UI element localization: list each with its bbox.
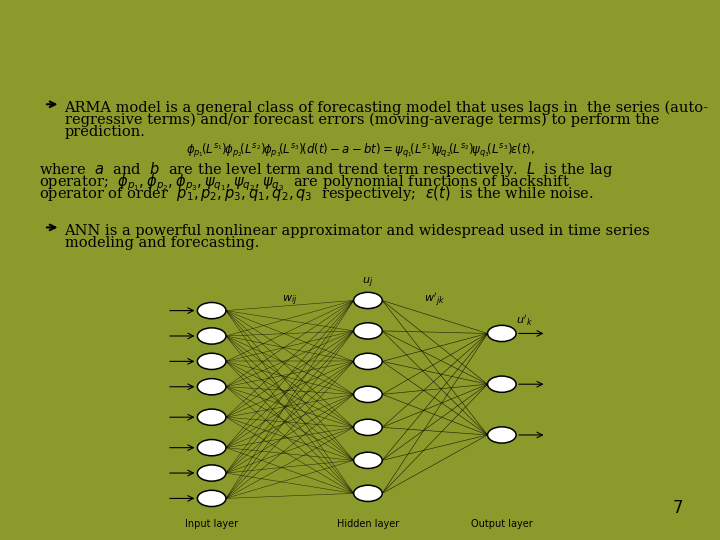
Circle shape: [197, 379, 226, 395]
Circle shape: [354, 292, 382, 308]
Text: □3. Autoregressive Moving-average (ARMA) Model: □3. Autoregressive Moving-average (ARMA)…: [28, 79, 505, 97]
Text: prediction.: prediction.: [65, 125, 145, 139]
Circle shape: [354, 485, 382, 502]
Circle shape: [354, 452, 382, 469]
Text: 7: 7: [672, 500, 683, 517]
Text: modeling and forecasting.: modeling and forecasting.: [65, 236, 259, 250]
Text: Input layer: Input layer: [185, 519, 238, 529]
Text: $w_{ij}$: $w_{ij}$: [282, 293, 297, 308]
Text: Hidden layer: Hidden layer: [337, 519, 399, 529]
Circle shape: [197, 353, 226, 369]
Text: $\phi_{p_1}\!\left(L^{s_1}\right)\!\phi_{p_2}\!\left(L^{s_2}\right)\!\phi_{p_3}\: $\phi_{p_1}\!\left(L^{s_1}\right)\!\phi_…: [186, 141, 534, 160]
Text: $u'_k$: $u'_k$: [516, 313, 533, 328]
Text: ARMA model is a general class of forecasting model that uses lags in  the series: ARMA model is a general class of forecas…: [65, 100, 708, 115]
Text: operator;  $\phi_{p_1},\phi_{p_2},\phi_{p_3},\psi_{q_1},\psi_{q_2},\psi_{q_3}$  : operator; $\phi_{p_1},\phi_{p_2},\phi_{p…: [39, 172, 570, 193]
Text: operator of order  $p_1, p_2, p_3, q_1, q_2, q_3$  respectively;  $\varepsilon(t: operator of order $p_1, p_2, p_3, q_1, q…: [39, 184, 593, 204]
Circle shape: [197, 490, 226, 507]
Circle shape: [354, 386, 382, 402]
Text: Popular Models: Popular Models: [206, 37, 514, 73]
Circle shape: [487, 325, 516, 342]
Circle shape: [354, 353, 382, 369]
Circle shape: [197, 302, 226, 319]
Circle shape: [354, 419, 382, 435]
Circle shape: [197, 328, 226, 344]
Text: $u_j$: $u_j$: [362, 275, 374, 290]
Text: regressive terms) and/or forecast errors (moving-average terms) to perform the: regressive terms) and/or forecast errors…: [65, 113, 659, 127]
Text: □ 4. Artificial Neural Network (ANN): □ 4. Artificial Neural Network (ANN): [28, 203, 395, 221]
Text: $w'_{jk}$: $w'_{jk}$: [424, 292, 446, 309]
Text: Output layer: Output layer: [471, 519, 533, 529]
Circle shape: [197, 409, 226, 426]
Circle shape: [354, 323, 382, 339]
Text: ANN is a powerful nonlinear approximator and widespread used in time series: ANN is a powerful nonlinear approximator…: [65, 224, 650, 238]
Circle shape: [197, 465, 226, 481]
Circle shape: [197, 440, 226, 456]
Circle shape: [487, 376, 516, 393]
Circle shape: [487, 427, 516, 443]
Text: where  $a$  and  $b$  are the level term and trend term respectively.  $L$  is t: where $a$ and $b$ are the level term and…: [39, 160, 613, 179]
